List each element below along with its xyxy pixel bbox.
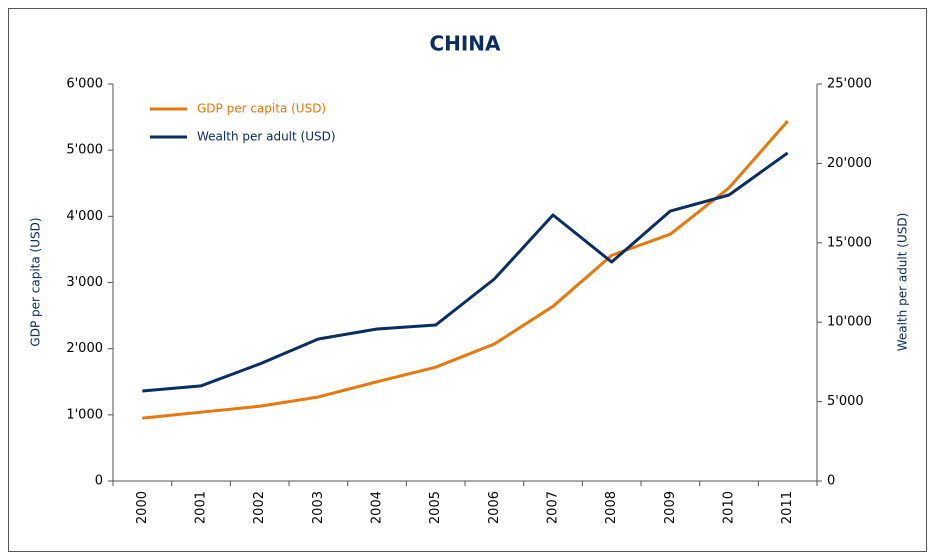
x-tick-label: 2007 <box>546 491 561 524</box>
x-tick-label: 2009 <box>663 491 678 524</box>
y2-tick-label: 5'000 <box>827 394 864 409</box>
y-tick-label: 4'000 <box>66 209 103 224</box>
legend-label: GDP per capita (USD) <box>197 102 326 116</box>
y-tick-label: 0 <box>95 474 103 489</box>
x-tick-label: 2008 <box>604 491 619 524</box>
x-tick-label: 2001 <box>194 491 209 524</box>
x-tick-label: 2010 <box>722 491 737 524</box>
y-axis-label: GDP per capita (USD) <box>29 217 43 346</box>
y-tick-label: 5'000 <box>66 143 103 158</box>
y-tick-label: 3'000 <box>66 275 103 290</box>
series-line <box>142 151 789 393</box>
y2-tick-label: 20'000 <box>827 156 872 171</box>
x-tick-label: 2000 <box>135 491 150 524</box>
legend-label: Wealth per adult (USD) <box>197 130 336 144</box>
x-tick-label: 2005 <box>428 491 443 524</box>
series-line <box>142 120 789 420</box>
y2-tick-label: 10'000 <box>827 315 872 330</box>
y-tick-label: 2'000 <box>66 341 103 356</box>
y2-tick-label: 15'000 <box>827 235 872 250</box>
chart-title: CHINA <box>429 32 501 56</box>
y2-axis-label: Wealth per adult (USD) <box>896 213 910 352</box>
x-tick-label: 2011 <box>780 491 795 524</box>
x-tick-label: 2003 <box>311 491 326 524</box>
x-tick-label: 2006 <box>487 491 502 524</box>
y2-tick-label: 0 <box>827 474 835 489</box>
y-tick-label: 1'000 <box>66 407 103 422</box>
y2-tick-label: 25'000 <box>827 77 872 92</box>
x-tick-label: 2002 <box>252 491 267 524</box>
x-tick-label: 2004 <box>370 491 385 524</box>
y-tick-label: 6'000 <box>66 77 103 92</box>
frame <box>8 8 927 552</box>
